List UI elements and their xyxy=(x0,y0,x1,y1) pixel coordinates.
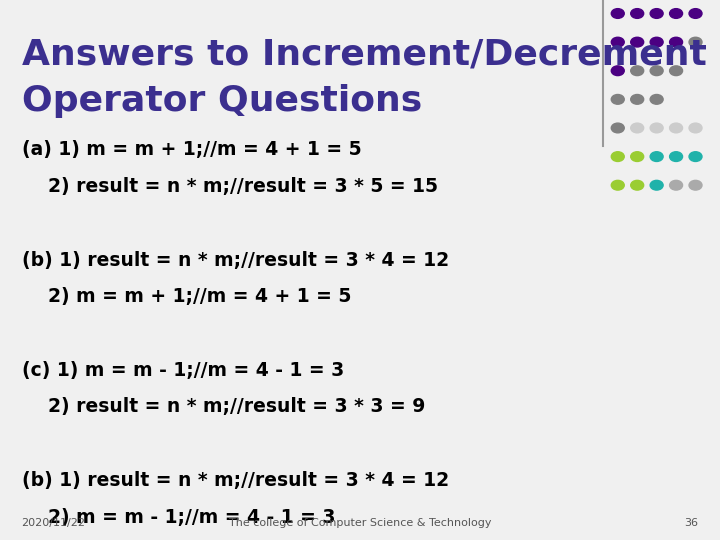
Circle shape xyxy=(650,152,663,161)
Circle shape xyxy=(650,94,663,104)
Text: Answers to Increment/Decrement: Answers to Increment/Decrement xyxy=(22,38,706,72)
Circle shape xyxy=(631,123,644,133)
Circle shape xyxy=(689,152,702,161)
Text: 2) m = m + 1;//m = 4 + 1 = 5: 2) m = m + 1;//m = 4 + 1 = 5 xyxy=(22,287,351,306)
Text: Operator Questions: Operator Questions xyxy=(22,84,422,118)
Circle shape xyxy=(650,123,663,133)
Circle shape xyxy=(631,9,644,18)
Text: (c) 1) m = m - 1;//m = 4 - 1 = 3: (c) 1) m = m - 1;//m = 4 - 1 = 3 xyxy=(22,361,344,380)
Circle shape xyxy=(611,152,624,161)
Circle shape xyxy=(650,9,663,18)
Circle shape xyxy=(631,152,644,161)
Circle shape xyxy=(670,66,683,76)
Circle shape xyxy=(631,66,644,76)
Text: (b) 1) result = n * m;//result = 3 * 4 = 12: (b) 1) result = n * m;//result = 3 * 4 =… xyxy=(22,251,449,269)
Circle shape xyxy=(670,9,683,18)
Circle shape xyxy=(689,123,702,133)
Circle shape xyxy=(689,180,702,190)
Circle shape xyxy=(631,37,644,47)
Circle shape xyxy=(650,37,663,47)
Circle shape xyxy=(670,123,683,133)
Text: 2) result = n * m;//result = 3 * 3 = 9: 2) result = n * m;//result = 3 * 3 = 9 xyxy=(22,397,425,416)
Circle shape xyxy=(611,37,624,47)
Circle shape xyxy=(670,180,683,190)
Circle shape xyxy=(631,180,644,190)
Circle shape xyxy=(670,152,683,161)
Circle shape xyxy=(611,66,624,76)
Circle shape xyxy=(611,123,624,133)
Circle shape xyxy=(611,180,624,190)
Text: (a) 1) m = m + 1;//m = 4 + 1 = 5: (a) 1) m = m + 1;//m = 4 + 1 = 5 xyxy=(22,140,361,159)
Circle shape xyxy=(631,94,644,104)
Text: (b) 1) result = n * m;//result = 3 * 4 = 12: (b) 1) result = n * m;//result = 3 * 4 =… xyxy=(22,471,449,490)
Text: 2) m = m - 1;//m = 4 - 1 = 3: 2) m = m - 1;//m = 4 - 1 = 3 xyxy=(22,508,335,526)
Circle shape xyxy=(670,37,683,47)
Text: 2) result = n * m;//result = 3 * 5 = 15: 2) result = n * m;//result = 3 * 5 = 15 xyxy=(22,177,438,196)
Text: The college of Computer Science & Technology: The college of Computer Science & Techno… xyxy=(229,518,491,528)
Circle shape xyxy=(611,9,624,18)
Text: 2020/11/22: 2020/11/22 xyxy=(22,518,86,528)
Text: 36: 36 xyxy=(685,518,698,528)
Circle shape xyxy=(650,66,663,76)
Circle shape xyxy=(650,180,663,190)
Circle shape xyxy=(689,37,702,47)
Circle shape xyxy=(689,9,702,18)
Circle shape xyxy=(611,94,624,104)
